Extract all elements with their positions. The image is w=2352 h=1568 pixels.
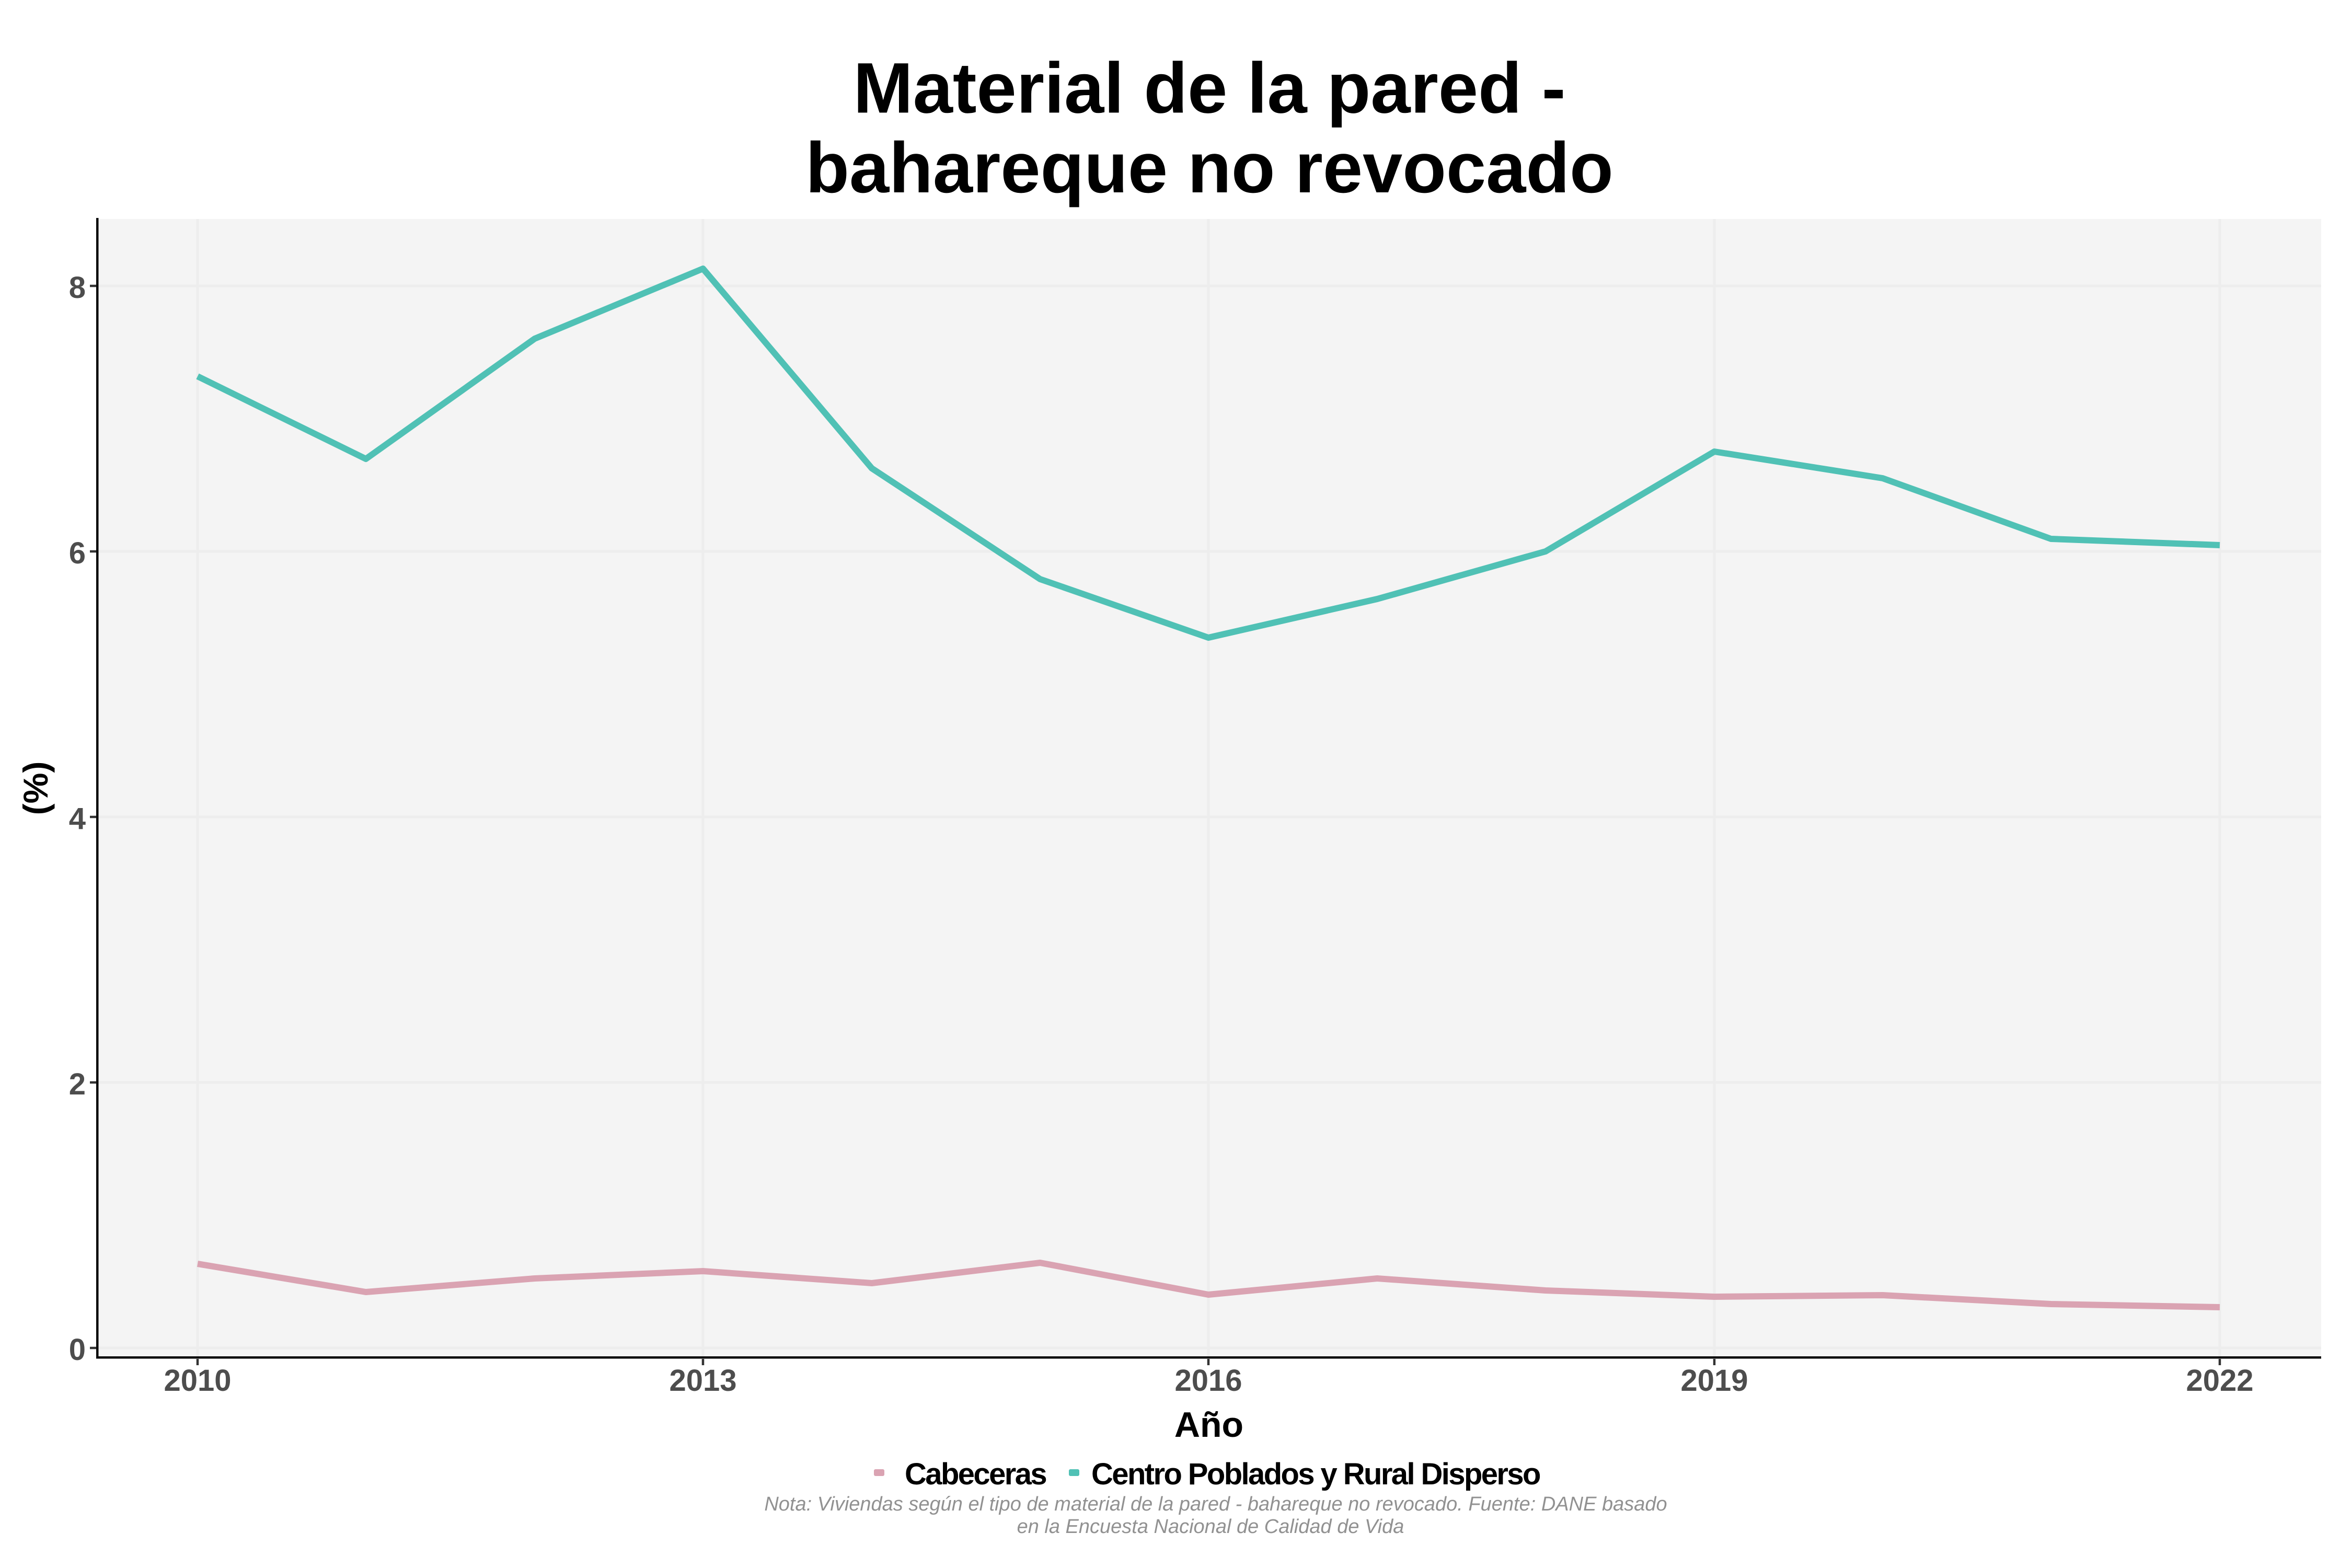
svg-text:2010: 2010 bbox=[164, 1364, 231, 1398]
svg-text:8: 8 bbox=[69, 271, 86, 305]
svg-text:Nota: Viviendas según el tipo: Nota: Viviendas según el tipo de materia… bbox=[764, 1493, 1667, 1515]
svg-text:Centro Poblados y Rural Disper: Centro Poblados y Rural Disperso bbox=[1091, 1457, 1540, 1491]
svg-text:2: 2 bbox=[69, 1067, 86, 1101]
svg-text:0: 0 bbox=[69, 1333, 86, 1367]
svg-text:bahareque no revocado: bahareque no revocado bbox=[805, 128, 1613, 208]
svg-text:2019: 2019 bbox=[1680, 1364, 1748, 1398]
svg-text:Material de la pared -: Material de la pared - bbox=[854, 49, 1566, 129]
svg-text:en la Encuesta Nacional de Cal: en la Encuesta Nacional de Calidad de Vi… bbox=[1017, 1516, 1404, 1538]
svg-text:Cabeceras: Cabeceras bbox=[905, 1457, 1046, 1491]
svg-text:2016: 2016 bbox=[1174, 1364, 1242, 1398]
svg-text:(%): (%) bbox=[16, 762, 55, 815]
svg-text:2022: 2022 bbox=[2186, 1364, 2253, 1398]
svg-text:2013: 2013 bbox=[669, 1364, 736, 1398]
svg-text:6: 6 bbox=[69, 536, 86, 570]
svg-text:4: 4 bbox=[69, 802, 86, 836]
svg-text:Año: Año bbox=[1174, 1405, 1243, 1445]
